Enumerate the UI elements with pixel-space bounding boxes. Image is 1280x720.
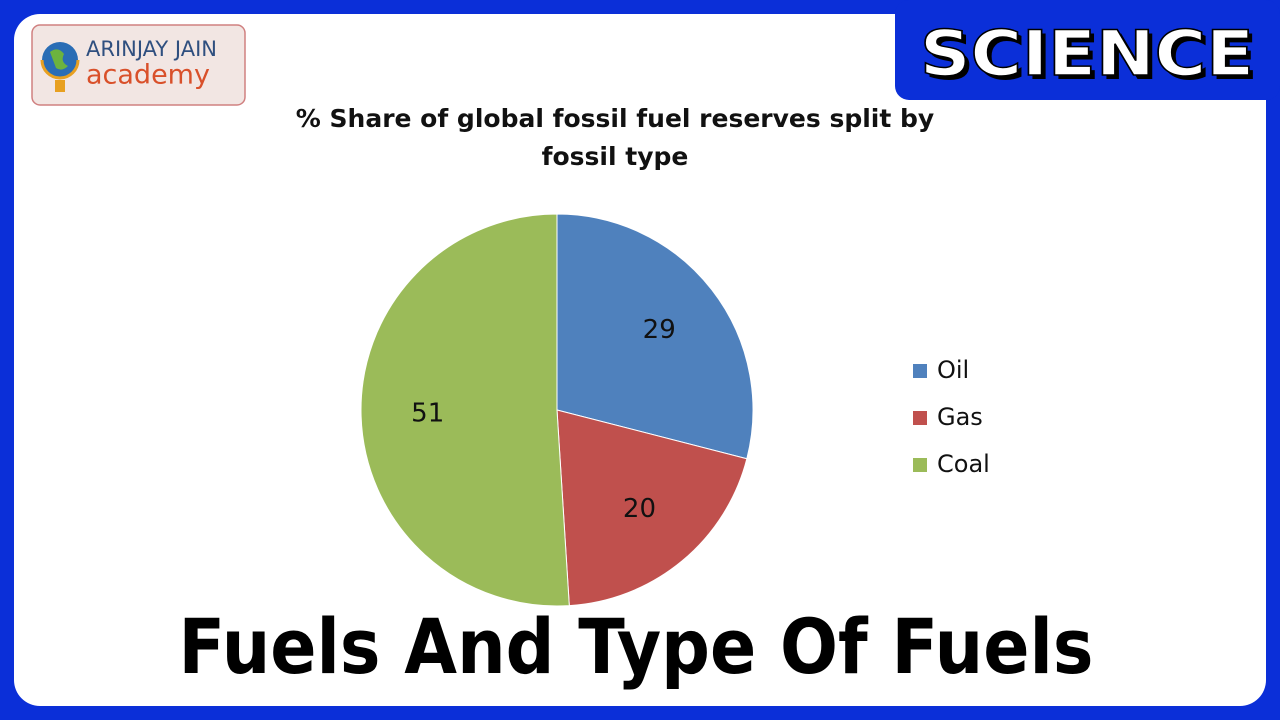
legend-swatch	[913, 364, 927, 378]
data-label: 20	[623, 494, 656, 524]
pie-slice	[556, 409, 748, 607]
data-label: 51	[411, 399, 444, 429]
pie-slice	[360, 213, 570, 607]
logo-line2: academy	[86, 60, 210, 91]
logo-line1: ARINJAY JAIN	[86, 37, 217, 61]
legend-swatch	[913, 458, 927, 472]
legend-label: Coal	[937, 450, 990, 478]
legend-label: Gas	[937, 403, 983, 431]
data-label: 29	[643, 315, 676, 345]
pie-slice	[556, 213, 754, 460]
caption: Fuels And Type Of Fuels	[179, 602, 1094, 691]
banner: SCIENCE	[920, 17, 1254, 90]
logo-box	[31, 24, 246, 106]
logo-icon	[40, 42, 80, 92]
banner-box	[895, 0, 1280, 100]
banner-shadow: SCIENCE	[924, 21, 1258, 94]
legend-swatch	[913, 411, 927, 425]
chart-title: % Share of global fossil fuel reserves s…	[295, 104, 935, 171]
legend-label: Oil	[937, 356, 969, 384]
